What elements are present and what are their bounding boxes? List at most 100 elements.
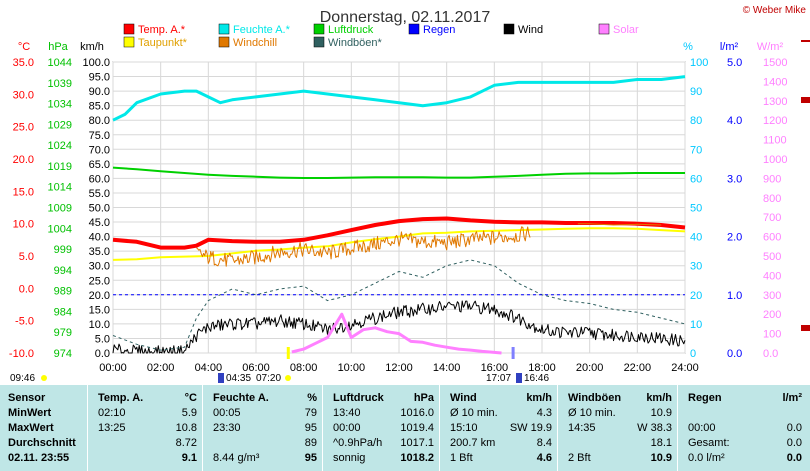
cell-value: 0.0 [786, 422, 802, 434]
rain_lm2-tick-label: 0.0 [727, 348, 742, 360]
cell-sub: Ø 10 min. [450, 407, 498, 419]
cell-value: 10.9 [650, 407, 672, 419]
pressure_hpa-tick-label: 1009 [48, 203, 72, 215]
solar_wm2-tick-label: 600 [763, 232, 781, 244]
wind_kmh-tick-label: 85.0 [89, 101, 110, 113]
x-tick-label: 10:00 [338, 362, 366, 374]
cell-value: 5.9 [181, 407, 197, 419]
series-line-luftdruck [112, 166, 685, 179]
legend-swatch [123, 36, 135, 48]
twilight-end-icon [516, 373, 522, 383]
series-line-wind [112, 300, 686, 354]
temp_c-tick-label: 0.0 [19, 283, 34, 295]
wind_kmh-tick-label: 10.0 [89, 319, 110, 331]
cell-sub: 00:05 [213, 407, 241, 419]
legend-swatch [218, 23, 230, 35]
cell-sub: 1 Bft [450, 452, 473, 464]
column-header: Feuchte A. [213, 392, 269, 404]
wind_kmh-tick-label: 90.0 [89, 86, 110, 98]
cell-value: 4.3 [536, 407, 552, 419]
legend-item-label: Solar [613, 24, 639, 36]
sunset-label: 16:46 [524, 373, 549, 384]
column-unit: km/h [646, 392, 672, 404]
humidity_pct-tick-label: 20 [690, 290, 702, 302]
pressure_hpa-tick-label: 1019 [48, 161, 72, 173]
solar_wm2-tick-label: 1500 [763, 57, 787, 69]
humidity_pct-tick-label: 40 [690, 232, 702, 244]
cell-sub: 14:35 [568, 422, 596, 434]
edge-mark [801, 325, 810, 331]
temp_c-tick-label: 25.0 [13, 122, 34, 134]
wind_kmh-tick-label: 40.0 [89, 232, 110, 244]
column-divider [322, 385, 323, 471]
solar_wm2-tick-label: 200 [763, 309, 781, 321]
cell-value: 4.6 [536, 452, 552, 464]
cell-value: 18.1 [650, 437, 672, 449]
pressure_hpa-tick-label: 974 [54, 348, 72, 360]
cell-value: 89 [304, 437, 317, 449]
x-tick-label: 02:00 [147, 362, 175, 374]
solar_wm2-tick-label: 1200 [763, 115, 787, 127]
cell-sub: Gesamt: [688, 437, 730, 449]
rain_lm2-tick-label: 4.0 [727, 115, 742, 127]
column-header: Sensor [8, 392, 46, 404]
pressure_hpa-tick-label: 994 [54, 265, 72, 277]
solar_wm2-tick-label: 1000 [763, 154, 787, 166]
cell-value: 10.9 [650, 452, 672, 464]
wind_kmh-tick-label: 75.0 [89, 130, 110, 142]
solar_wm2-tick-label: 800 [763, 193, 781, 205]
legend-item-label: Regen [423, 24, 455, 36]
twilight-end-label: 17:07 [486, 373, 511, 384]
x-tick-label: 20:00 [576, 362, 604, 374]
cell-sub: ^0.9hPa/h [333, 437, 383, 449]
cell-value: W 38.3 [637, 422, 672, 434]
humidity_pct-tick-label: 0 [690, 348, 696, 360]
x-tick-label: 24:00 [671, 362, 699, 374]
wind_kmh-tick-label: 50.0 [89, 203, 110, 215]
solar_wm2-tick-label: 100 [763, 329, 781, 341]
edge-mark [801, 40, 810, 42]
column-unit: °C [184, 392, 197, 404]
cell-sub: sonnig [333, 452, 366, 464]
sunrise-icon [285, 375, 291, 381]
temp_c-tick-label: 10.0 [13, 219, 34, 231]
solar_wm2-tick-label: 300 [763, 290, 781, 302]
humidity_pct-tick-label: 80 [690, 115, 702, 127]
cell-value: 0.0 [786, 437, 802, 449]
wind_kmh-tick-label: 55.0 [89, 188, 110, 200]
pressure_hpa-tick-label: 999 [54, 244, 72, 256]
legend-swatch [408, 23, 420, 35]
column-divider [202, 385, 203, 471]
column-divider [557, 385, 558, 471]
solar_wm2-tick-label: 0.0 [763, 348, 778, 360]
wind_kmh-tick-label: 0.0 [95, 348, 110, 360]
solar_wm2-tick-label: 900 [763, 173, 781, 185]
credit-label: © Weber Mike [743, 5, 807, 16]
weather-chart: Donnerstag, 02.11.2017 © Weber Mike 00:00 0… [9, 5, 810, 384]
table-column: Feuchte A.% 00:05 79 23:30 95 89 8.44 g/m³ 95 [205, 385, 325, 471]
cell-sub: 00:00 [333, 422, 361, 434]
legend-swatch [313, 36, 325, 48]
x-tick-label: 14:00 [433, 362, 461, 374]
cell-value: 79 [304, 407, 317, 419]
column-header: Regen [688, 392, 722, 404]
x-tick-label: 04:00 [195, 362, 223, 374]
humidity_pct-tick-label: 30 [690, 261, 702, 273]
humidity_pct-tick-label: 60 [690, 173, 702, 185]
legend-swatch [598, 23, 610, 35]
humidity_pct-tick-label: 70 [690, 144, 702, 156]
pressure_hpa-tick-label: 1024 [48, 140, 72, 152]
cell-sub: 15:10 [450, 422, 478, 434]
wind_kmh-tick-label: 80.0 [89, 115, 110, 127]
cell-value: 8.4 [536, 437, 552, 449]
rain_lm2-tick-label: 3.0 [727, 173, 742, 185]
cell-value: 9.1 [181, 452, 197, 464]
column-unit: hPa [413, 392, 434, 404]
legend-item-label: Windböen* [328, 37, 383, 49]
legend-item-label: Feuchte A.* [233, 24, 291, 36]
temp_c-tick-label: -5.0 [15, 316, 34, 328]
morning-time-label: 09:46 [10, 373, 35, 384]
x-tick-label: 06:00 [242, 362, 270, 374]
solar_wm2-tick-label: 400 [763, 270, 781, 282]
temp_c-tick-label: 35.0 [13, 57, 34, 69]
